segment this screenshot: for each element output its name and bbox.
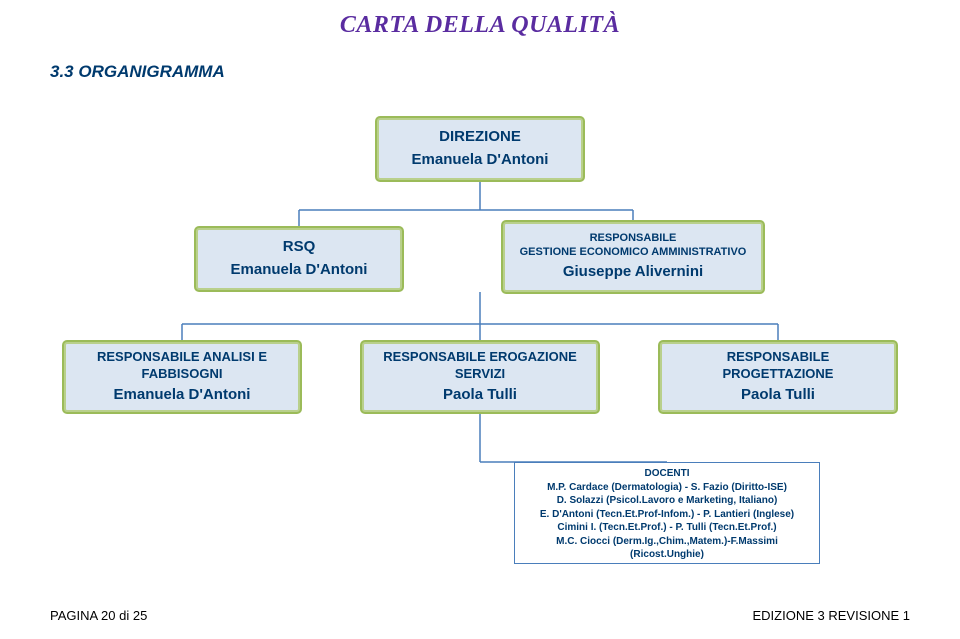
node-title-line1: RESPONSABILE EROGAZIONE xyxy=(383,349,577,365)
docenti-line: M.C. Ciocci (Derm.Ig.,Chim.,Matem.)-F.Ma… xyxy=(521,535,813,562)
node-name: Paola Tulli xyxy=(443,386,517,405)
node-title: DIREZIONE xyxy=(439,128,521,147)
node-title-line2: PROGETTAZIONE xyxy=(723,366,834,382)
node-title-line2: FABBISOGNI xyxy=(142,366,223,382)
node-title: RSQ xyxy=(283,238,316,257)
org-node-direzione: DIREZIONE Emanuela D'Antoni xyxy=(377,118,583,180)
docenti-line: D. Solazzi (Psicol.Lavoro e Marketing, I… xyxy=(521,494,813,508)
docenti-line: M.P. Cardace (Dermatologia) - S. Fazio (… xyxy=(521,481,813,495)
section-label: 3.3 ORGANIGRAMMA xyxy=(50,62,225,82)
node-name: Emanuela D'Antoni xyxy=(114,386,251,405)
node-name: Emanuela D'Antoni xyxy=(412,151,549,170)
node-title-line2: GESTIONE ECONOMICO AMMINISTRATIVO xyxy=(520,246,747,260)
node-name: Emanuela D'Antoni xyxy=(231,261,368,280)
org-node-rsq: RSQ Emanuela D'Antoni xyxy=(196,228,402,290)
node-title-line2: SERVIZI xyxy=(455,366,505,382)
org-node-erogazione: RESPONSABILE EROGAZIONE SERVIZI Paola Tu… xyxy=(362,342,598,412)
node-title-line1: RESPONSABILE ANALISI E xyxy=(97,349,267,365)
page-title: CARTA DELLA QUALITÀ xyxy=(0,12,960,39)
docenti-line: E. D'Antoni (Tecn.Et.Prof-Infom.) - P. L… xyxy=(521,508,813,522)
docenti-line: Cimini I. (Tecn.Et.Prof.) - P. Tulli (Te… xyxy=(521,521,813,535)
docenti-lines: M.P. Cardace (Dermatologia) - S. Fazio (… xyxy=(521,481,813,562)
footer-left: PAGINA 20 di 25 xyxy=(50,608,147,623)
org-node-analisi: RESPONSABILE ANALISI E FABBISOGNI Emanue… xyxy=(64,342,300,412)
org-node-progettazione: RESPONSABILE PROGETTAZIONE Paola Tulli xyxy=(660,342,896,412)
docenti-box: DOCENTI M.P. Cardace (Dermatologia) - S.… xyxy=(514,462,820,564)
org-node-gestione: RESPONSABILE GESTIONE ECONOMICO AMMINIST… xyxy=(503,222,763,292)
docenti-title: DOCENTI xyxy=(521,467,813,481)
node-title-line1: RESPONSABILE xyxy=(590,232,677,246)
node-title-line1: RESPONSABILE xyxy=(727,349,830,365)
footer-right: EDIZIONE 3 REVISIONE 1 xyxy=(753,608,911,623)
node-name: Giuseppe Alivernini xyxy=(563,263,703,282)
node-name: Paola Tulli xyxy=(741,386,815,405)
